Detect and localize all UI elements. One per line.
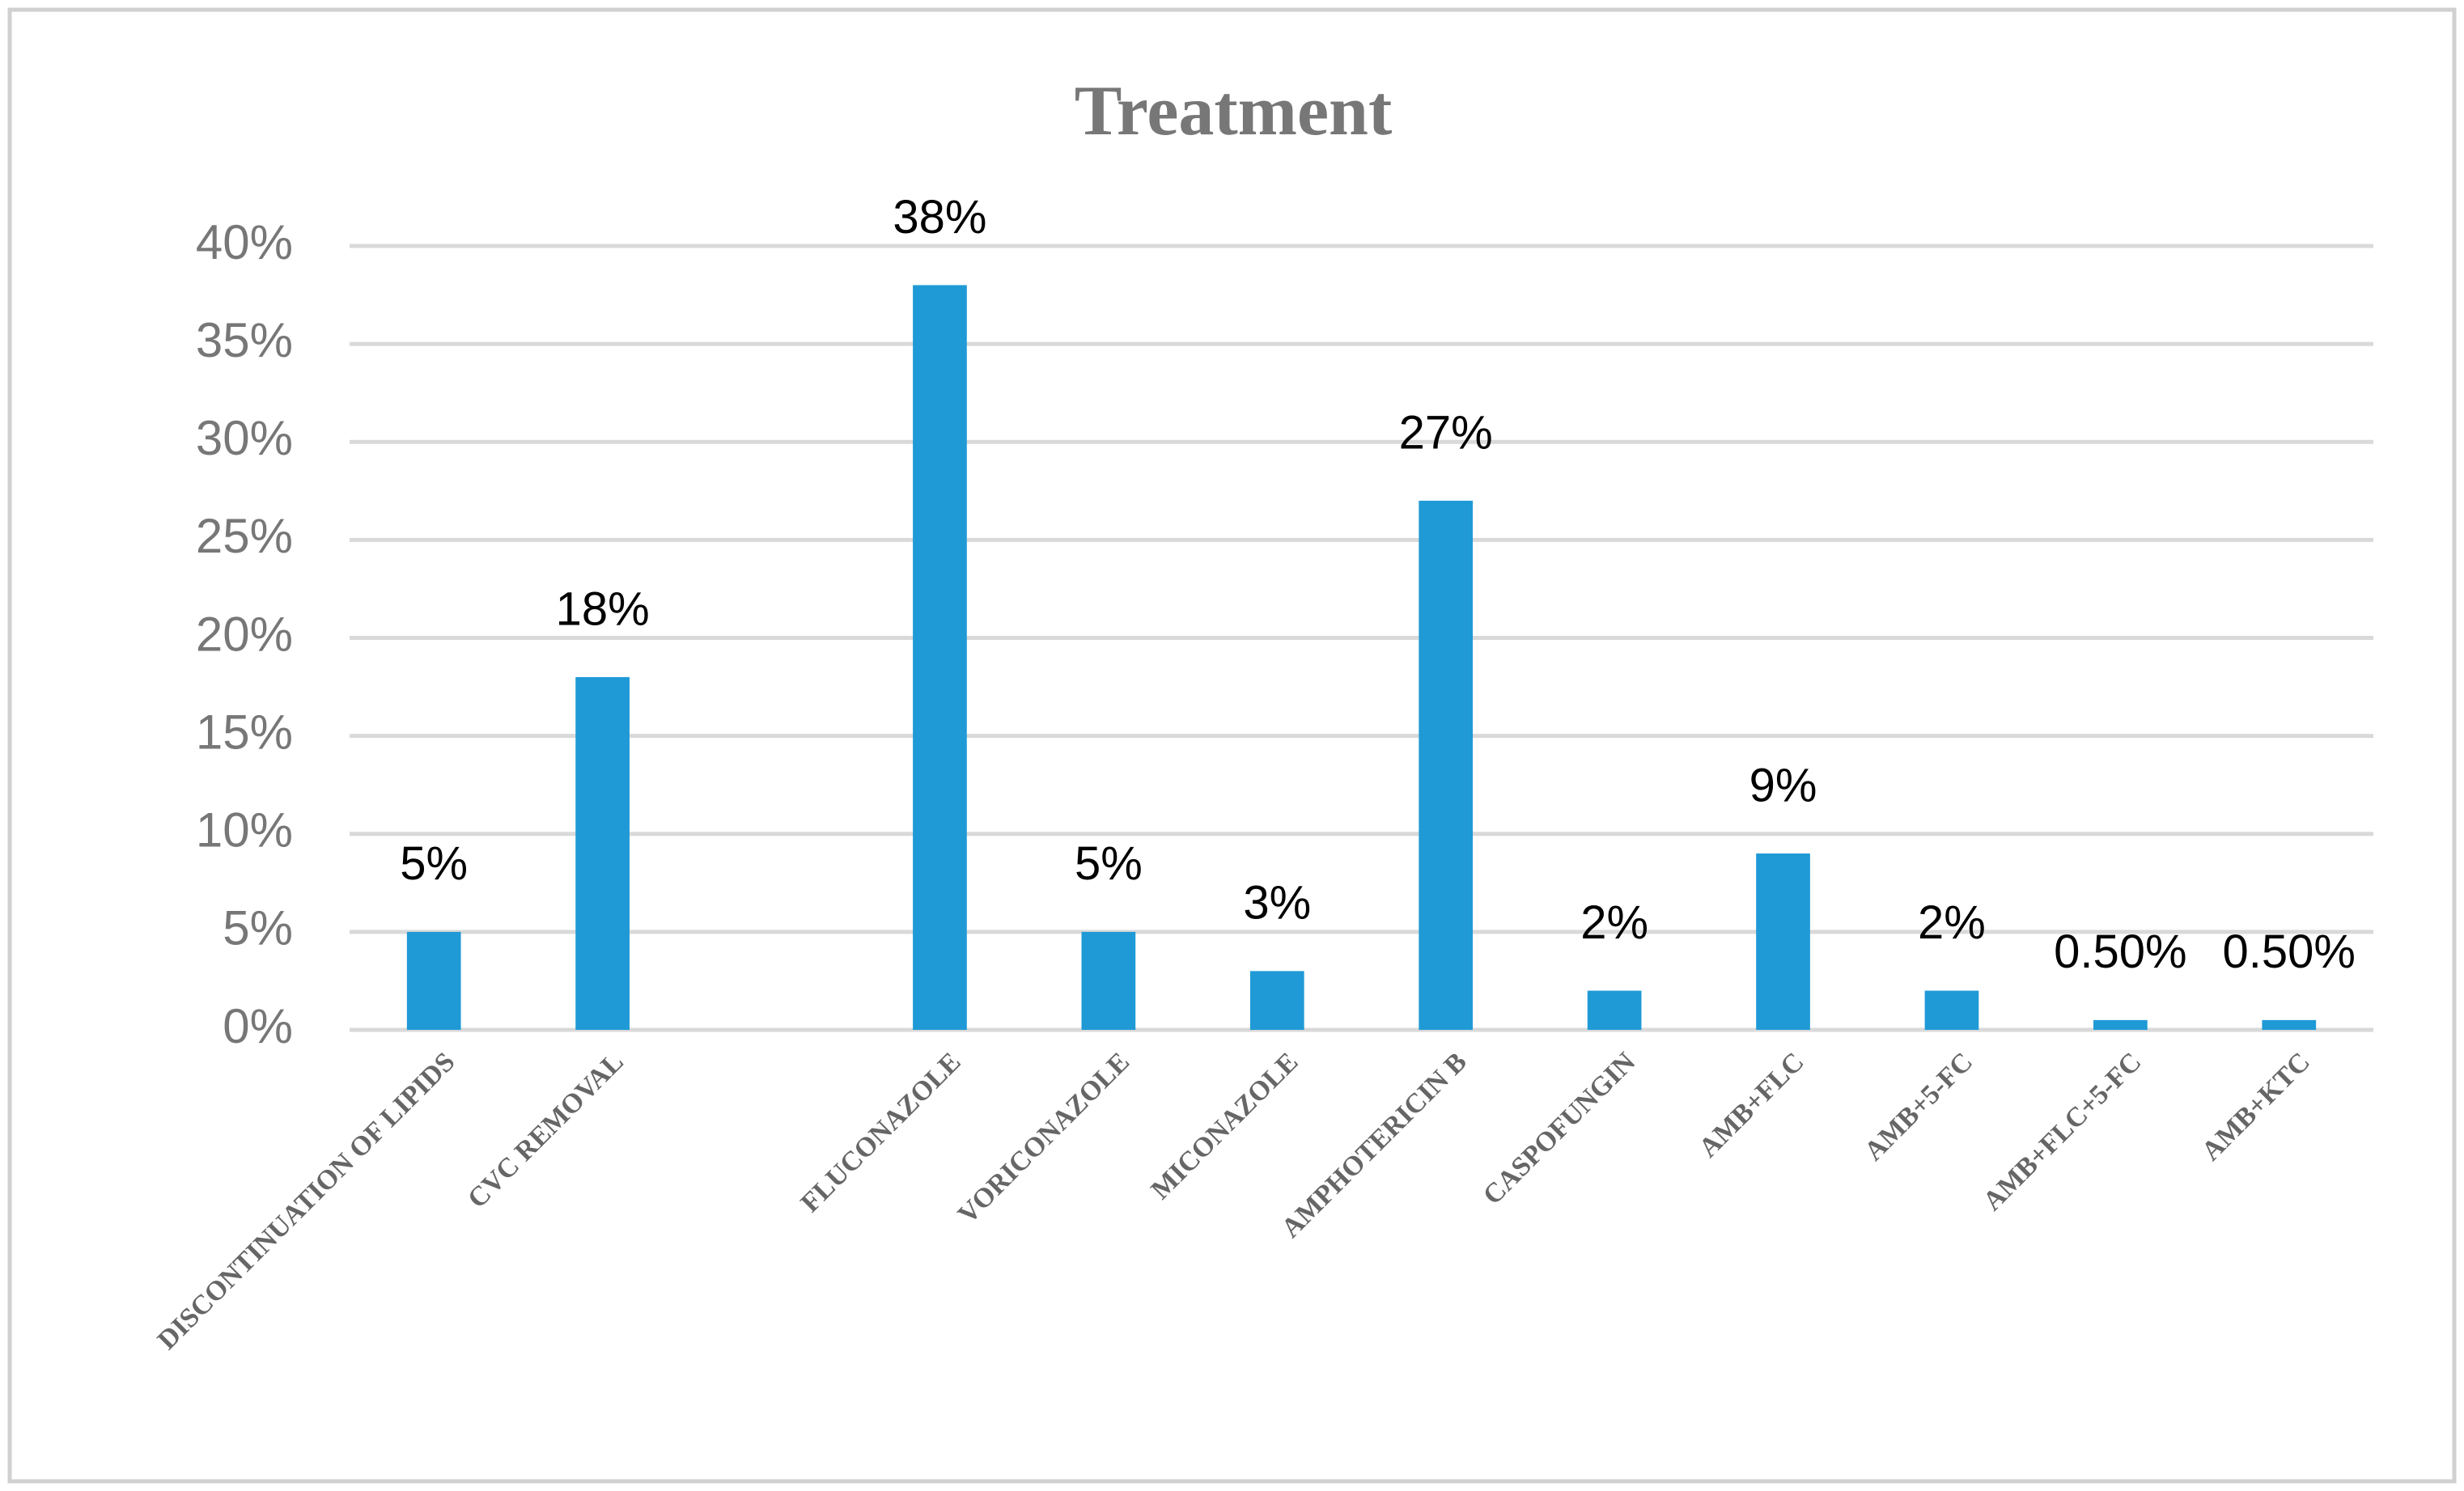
y-tick-label: 0% xyxy=(223,999,293,1053)
bar xyxy=(1419,500,1474,1030)
bar xyxy=(1924,990,1979,1030)
data-label: 5% xyxy=(400,837,468,890)
y-tick-label: 15% xyxy=(196,705,293,759)
y-tick-label: 30% xyxy=(196,411,293,465)
data-label: 2% xyxy=(1580,896,1648,949)
data-label: 3% xyxy=(1243,877,1311,930)
data-label: 5% xyxy=(1075,837,1143,890)
bar xyxy=(2093,1019,2148,1030)
bar xyxy=(1081,931,1136,1030)
data-label: 0.50% xyxy=(2223,926,2356,978)
data-label: 9% xyxy=(1749,759,1817,811)
y-tick-label: 10% xyxy=(196,803,293,858)
data-label: 38% xyxy=(893,191,986,244)
bar xyxy=(575,676,630,1030)
data-label: 0.50% xyxy=(2054,926,2186,978)
y-tick-label: 40% xyxy=(196,215,293,269)
chart-title: Treatment xyxy=(1075,72,1393,150)
bar xyxy=(1249,971,1304,1030)
bar xyxy=(1756,853,1810,1030)
bar xyxy=(913,285,967,1030)
data-label: 2% xyxy=(1918,896,1986,949)
data-label: 27% xyxy=(1399,406,1493,459)
y-tick-label: 20% xyxy=(196,607,293,661)
data-label: 18% xyxy=(556,582,650,635)
chart-frame xyxy=(7,7,2457,1484)
bar xyxy=(2262,1019,2317,1030)
y-tick-label: 35% xyxy=(196,313,293,367)
bar xyxy=(1587,990,1642,1030)
bar xyxy=(406,931,461,1030)
y-tick-label: 25% xyxy=(196,509,293,563)
y-tick-label: 5% xyxy=(223,901,293,955)
